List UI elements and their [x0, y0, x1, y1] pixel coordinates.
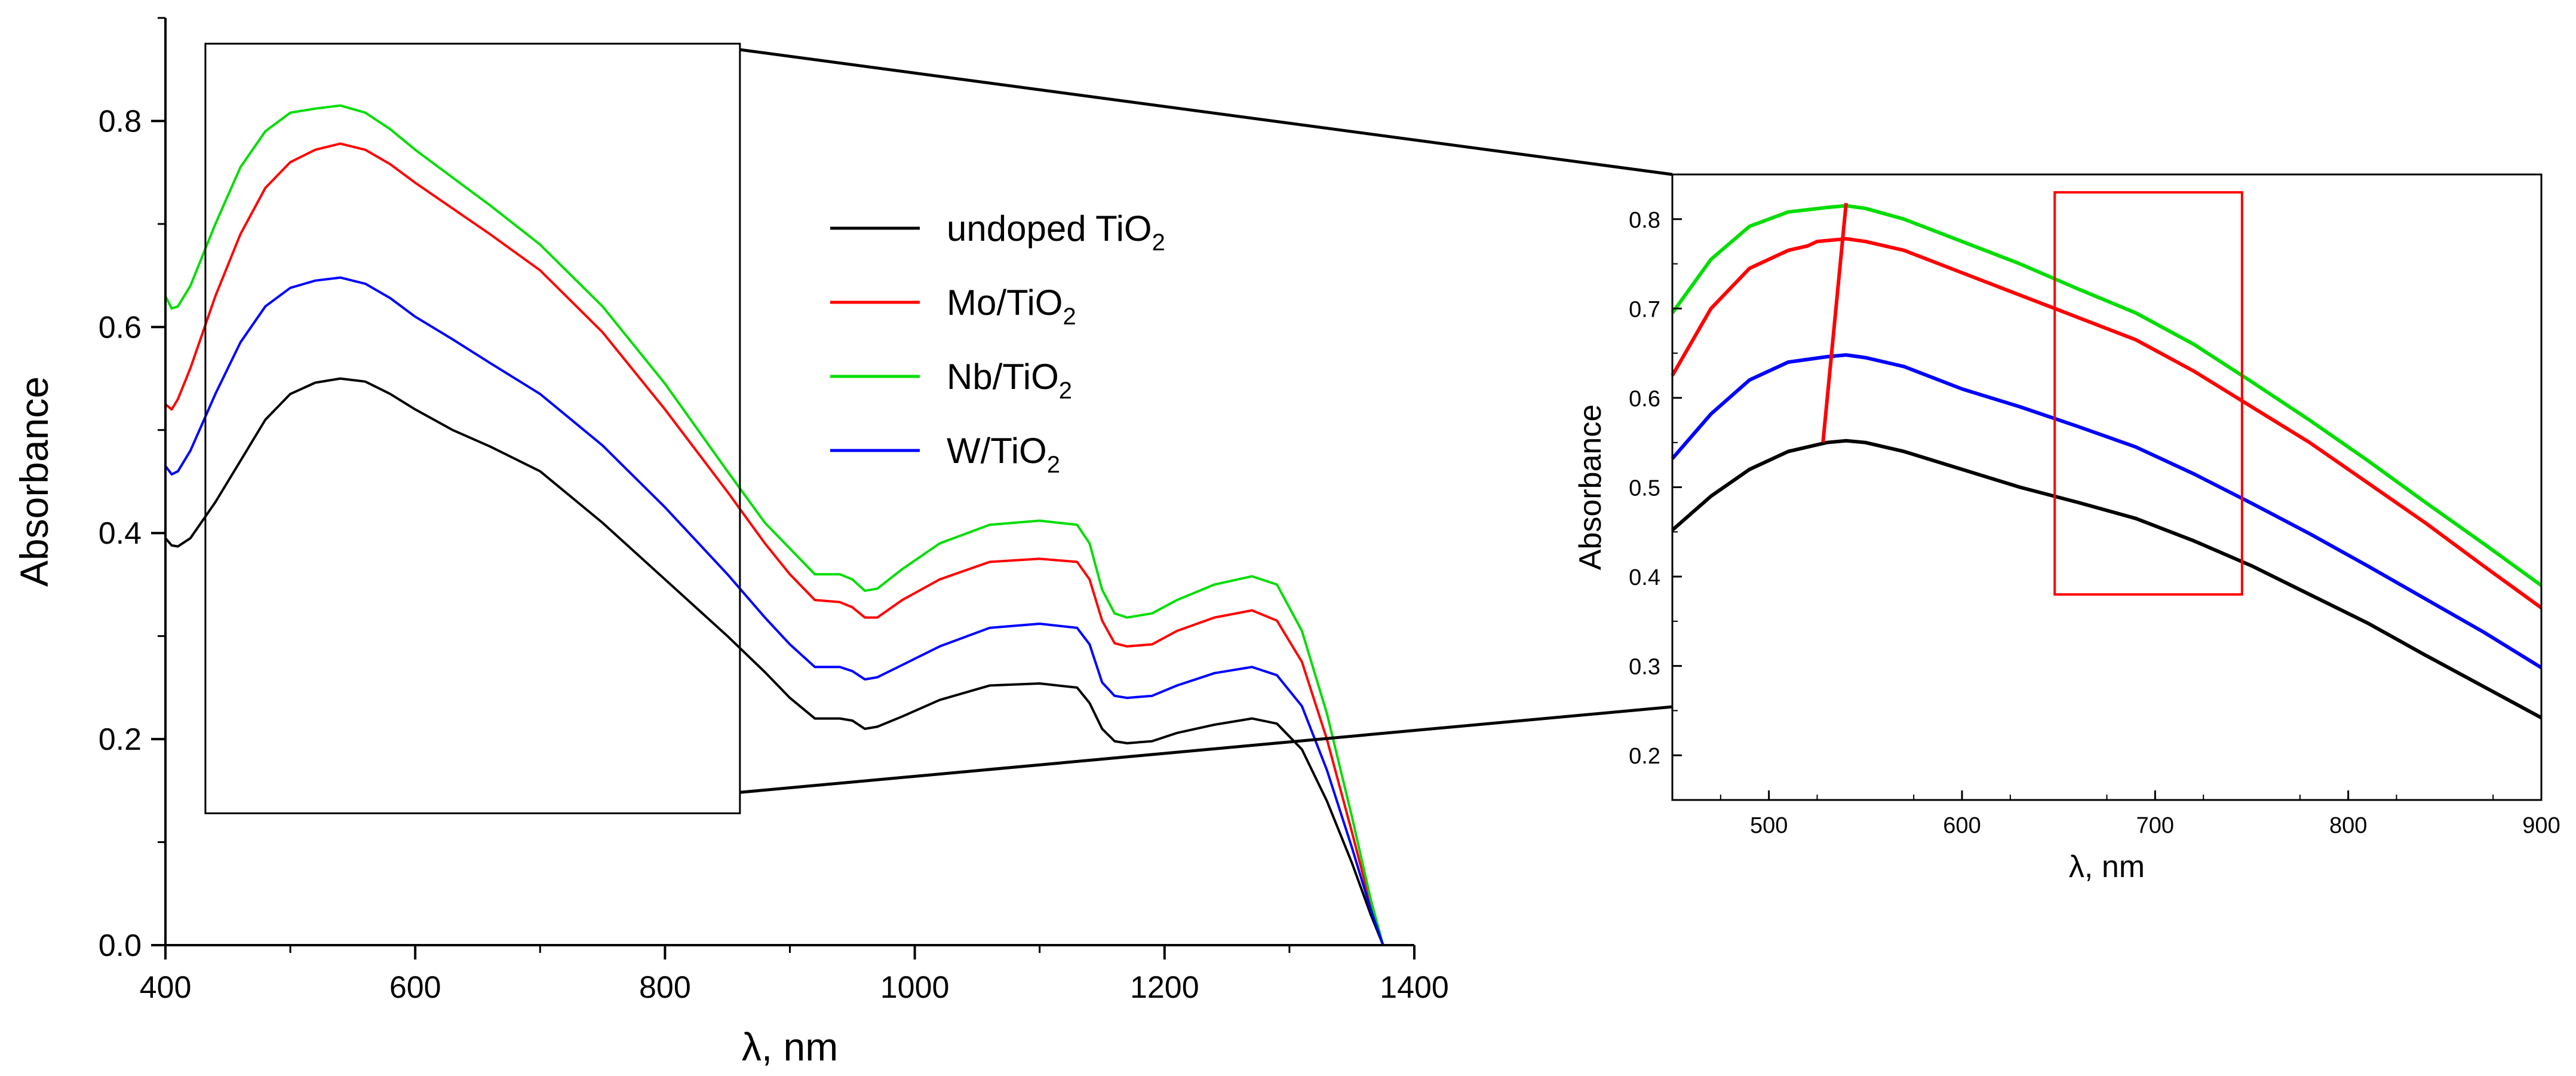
- zoom-connector-bottom: [739, 705, 1673, 794]
- main-x-ticks: 400 600 800 1000 1200 1400: [140, 945, 1449, 1005]
- main-series-line-1: [164, 142, 1384, 946]
- inset-y-ticks: 0.2 0.3 0.4 0.5 0.6 0.7 0.8: [1629, 174, 1682, 769]
- inset-x-tick-label: 700: [2136, 813, 2174, 838]
- inset-x-ticks: 500 600 700 800 900: [1720, 790, 2560, 838]
- highlight-region-box: [2053, 191, 2243, 596]
- inset-x-tick-label: 600: [1943, 813, 1981, 838]
- main-x-tick-label: 1400: [1380, 970, 1449, 1005]
- inset-y-tick-label: 0.5: [1629, 476, 1660, 501]
- inset-x-tick-label: 500: [1750, 813, 1788, 838]
- inset-chart: 500 600 700 800 900 0.2 0.3 0.4 0.5 0.6 0.7 0.8 λ,…: [1573, 173, 2560, 884]
- zoom-connector-top: [739, 48, 1673, 176]
- legend-label: undoped TiO2: [947, 209, 1165, 256]
- main-x-tick-label: 800: [639, 970, 691, 1005]
- main-y-tick-label: 0.8: [99, 104, 142, 139]
- main-series-group: [164, 104, 1384, 946]
- main-y-tick-label: 0.6: [99, 310, 142, 345]
- main-x-axis-label: λ, nm: [742, 1025, 838, 1069]
- inset-y-tick-label: 0.6: [1629, 387, 1660, 412]
- main-y-axis-label: Absorbance: [12, 376, 56, 587]
- zoom-region-box: [204, 42, 741, 814]
- main-series-line-2: [164, 104, 1384, 946]
- main-x-tick-label: 1000: [880, 970, 950, 1005]
- inset-series-line-0: [1671, 439, 2543, 720]
- main-y-tick-label: 0.4: [99, 516, 142, 551]
- inset-y-tick-label: 0.2: [1629, 744, 1660, 769]
- main-x-tick-label: 600: [389, 970, 441, 1005]
- inset-y-tick-label: 0.4: [1629, 565, 1660, 590]
- legend-label: W/TiO2: [947, 431, 1060, 478]
- inset-x-tick-label: 900: [2522, 813, 2560, 838]
- main-y-ticks: 0.0 0.2 0.4 0.6 0.8: [99, 17, 165, 963]
- inset-x-tick-label: 800: [2329, 813, 2367, 838]
- inset-series-line-1: [1671, 237, 2543, 609]
- inset-series-line-3: [1671, 353, 2543, 670]
- main-x-tick-label: 400: [140, 970, 192, 1005]
- main-x-tick-label: 1200: [1130, 970, 1199, 1005]
- peak-shift-line: [1821, 203, 1848, 443]
- inset-y-tick-label: 0.7: [1629, 297, 1660, 322]
- inset-y-axis-label: Absorbance: [1573, 404, 1608, 571]
- legend: undoped TiO2 Mo/TiO2 Nb/TiO2 W/TiO2: [830, 209, 1165, 478]
- main-y-tick-label: 0.2: [99, 722, 142, 757]
- inset-series-group: [1671, 204, 2543, 720]
- inset-y-tick-label: 0.3: [1629, 655, 1660, 680]
- inset-series-line-2: [1671, 204, 2543, 587]
- inset-x-axis-label: λ, nm: [2069, 850, 2145, 884]
- inset-background: [1672, 174, 2541, 800]
- inset-y-tick-label: 0.8: [1629, 208, 1660, 233]
- legend-label: Nb/TiO2: [947, 357, 1072, 404]
- main-series-line-0: [164, 377, 1384, 946]
- legend-label: Mo/TiO2: [947, 283, 1076, 330]
- main-y-tick-label: 0.0: [99, 928, 142, 963]
- main-chart: 400 600 800 1000 1200 1400 0.0 0.2 0.4 0.6 0.8 λ,…: [12, 17, 1449, 1069]
- main-series-line-3: [164, 276, 1384, 946]
